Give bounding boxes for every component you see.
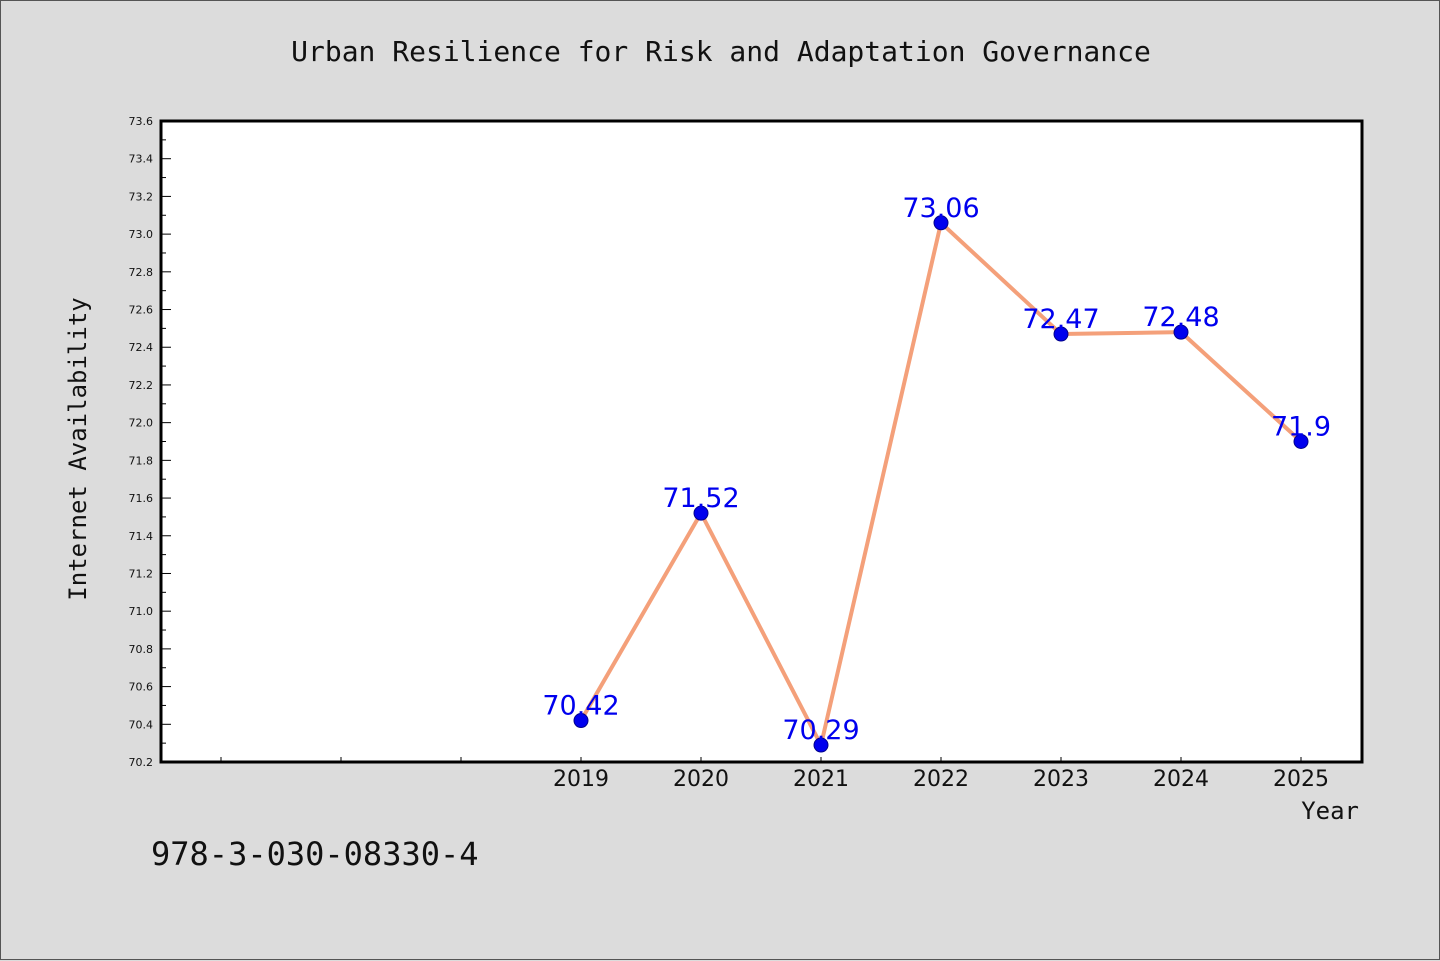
data-label: 72.48: [1142, 302, 1219, 333]
data-label: 72.47: [1022, 304, 1099, 335]
y-axis: 70.2 70.4 70.6 70.8 71.0 71.2 71.4 71.6 71.8 72.0…: [129, 115, 171, 769]
series-layer: 70.42 71.52 70.29 73.06 72.47 72.48 71.9: [542, 193, 1331, 753]
data-point: [813, 737, 829, 753]
y-tick-label: 72.8: [129, 266, 154, 279]
x-tick-label: 2022: [913, 767, 969, 792]
x-tick-label: 2025: [1273, 767, 1329, 792]
y-tick-label: 72.4: [129, 341, 154, 354]
y-tick-label: 73.2: [129, 190, 154, 203]
footer-isbn: 978-3-030-08330-4: [151, 835, 479, 873]
x-axis-label: Year: [1301, 797, 1359, 825]
data-point: [1053, 326, 1069, 342]
data-label: 70.42: [542, 691, 619, 722]
y-tick-label: 71.8: [129, 454, 154, 467]
y-tick-label: 72.0: [129, 417, 154, 430]
y-tick-label: 71.2: [129, 567, 154, 580]
plot-area: [159, 119, 1364, 764]
data-point: [573, 713, 589, 729]
y-tick-label: 73.6: [129, 115, 154, 128]
x-tick-label: 2020: [673, 767, 729, 792]
x-tick-label: 2023: [1033, 767, 1089, 792]
data-label: 73.06: [902, 193, 979, 224]
chart-title: Urban Resilience for Risk and Adaptation…: [291, 35, 1151, 68]
y-tick-label: 70.2: [129, 756, 154, 769]
x-tick-label: 2024: [1153, 767, 1209, 792]
data-point: [933, 215, 949, 231]
y-tick-label: 71.4: [129, 530, 154, 543]
y-tick-label: 71.0: [129, 605, 154, 618]
x-axis: 2019 2020 2021 2022 2023 2024 2025: [220, 757, 1329, 792]
x-tick-label: 2019: [553, 767, 609, 792]
data-label: 71.52: [662, 483, 739, 514]
x-tick-label: 2021: [793, 767, 849, 792]
y-tick-label: 70.4: [129, 718, 154, 731]
data-point: [1173, 324, 1189, 340]
y-tick-label: 71.6: [129, 492, 154, 505]
y-tick-label: 73.4: [129, 153, 154, 166]
data-label: 70.29: [782, 715, 859, 746]
y-tick-label: 70.6: [129, 681, 154, 694]
y-tick-label: 70.8: [129, 643, 154, 656]
y-tick-label: 73.0: [129, 228, 154, 241]
data-label: 71.9: [1271, 412, 1331, 443]
y-tick-label: 72.6: [129, 304, 154, 317]
y-tick-label: 72.2: [129, 379, 154, 392]
data-point: [693, 505, 709, 521]
data-point: [1293, 434, 1309, 449]
